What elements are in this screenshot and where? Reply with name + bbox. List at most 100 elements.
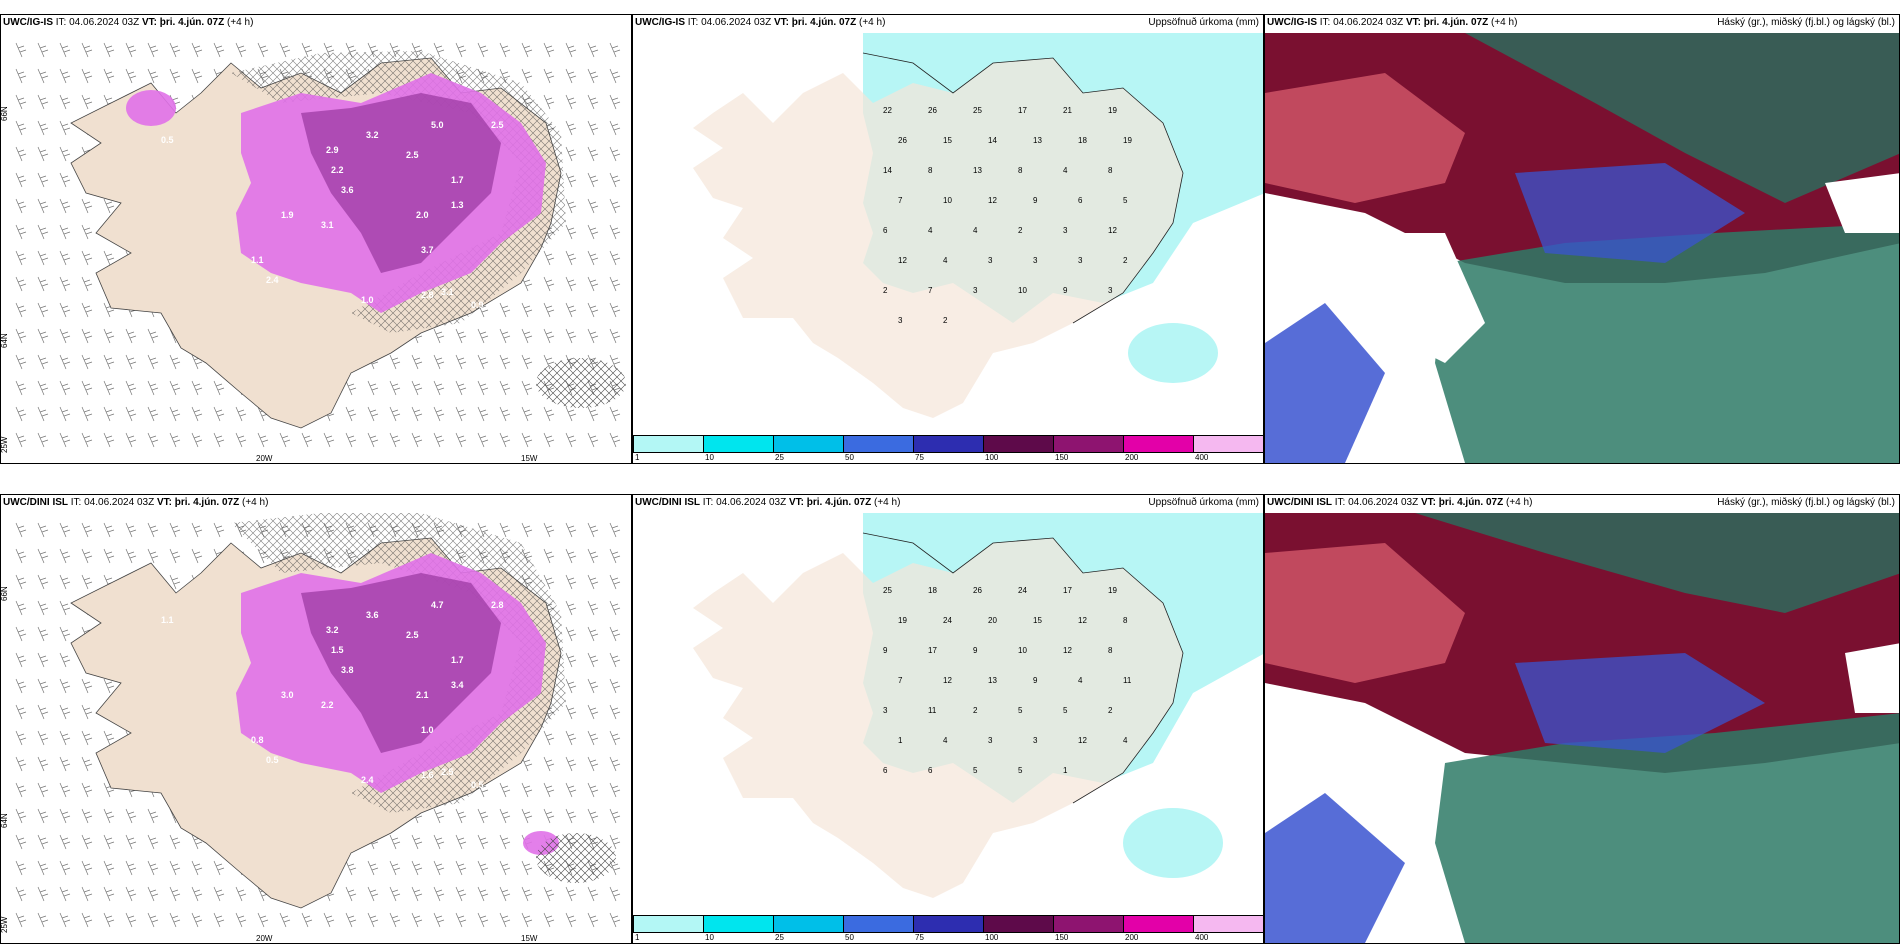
wind-barb [587, 120, 599, 136]
value-label: 2.5 [491, 120, 504, 130]
wind-barb [587, 328, 599, 344]
value-label: 2.5 [406, 630, 419, 640]
wind-barb [521, 406, 533, 422]
wind-barb [15, 302, 27, 318]
value-label: 10 [943, 196, 952, 205]
wind-barb [147, 522, 159, 538]
value-label: 18 [1078, 136, 1087, 145]
wind-barb [587, 886, 599, 902]
wind-barb [37, 302, 49, 318]
value-label: 4 [1078, 676, 1083, 685]
wind-barb [609, 522, 621, 538]
value-label: 6 [928, 766, 933, 775]
wind-barb [125, 406, 137, 422]
wind-barb [301, 432, 313, 448]
wind-barb [81, 198, 93, 214]
wind-barb [433, 406, 445, 422]
wind-barb [213, 406, 225, 422]
colorbar-tick: 1 [635, 933, 640, 942]
wind-barb [389, 834, 401, 850]
wind-barb [15, 224, 27, 240]
wind-barb [169, 574, 181, 590]
wind-barb [191, 886, 203, 902]
value-label: 1.5 [331, 645, 344, 655]
wind-barb [15, 808, 27, 824]
value-label: 19 [898, 616, 907, 625]
wind-barb [565, 782, 577, 798]
wind-barb [499, 834, 511, 850]
wind-barb [499, 328, 511, 344]
wind-barb [191, 522, 203, 538]
wind-barb [411, 432, 423, 448]
wind-barb [59, 626, 71, 642]
wind-barb [587, 704, 599, 720]
wind-barb [543, 406, 555, 422]
value-label: 4 [973, 226, 978, 235]
hatch-se [536, 833, 616, 883]
wind-barb [609, 548, 621, 564]
wind-barb [59, 808, 71, 824]
wind-barb [81, 704, 93, 720]
wind-barb [59, 380, 71, 396]
colorbar-tick: 10 [705, 453, 714, 462]
wind-barb [521, 860, 533, 876]
wind-barb [543, 886, 555, 902]
colorbar-tick: 50 [845, 933, 854, 942]
wind-barb [389, 380, 401, 396]
wind-barb [455, 808, 467, 824]
value-label: 0.5 [266, 755, 279, 765]
value-label: 10 [1018, 646, 1027, 655]
wind-barb [609, 224, 621, 240]
wind-barb [125, 808, 137, 824]
value-label: 5 [973, 766, 978, 775]
wind-barb [279, 912, 291, 928]
wind-barb [609, 704, 621, 720]
wind-barb [609, 120, 621, 136]
value-label: 3.1 [321, 220, 334, 230]
wind-barb [37, 626, 49, 642]
wind-barb [81, 548, 93, 564]
wind-barb [257, 432, 269, 448]
wind-barb [81, 302, 93, 318]
wind-barb [37, 912, 49, 928]
colorbar-tick: 400 [1195, 933, 1209, 942]
wind-barb [477, 432, 489, 448]
wind-barb [15, 756, 27, 772]
precip-value-labels: 4.7 2.8 3.2 3.6 2.5 1.5 3.8 1.7 2.1 3.4 1.0 3.0 2.2 0… [161, 600, 504, 790]
wind-barb [477, 834, 489, 850]
wind-barb [81, 406, 93, 422]
wind-barb [609, 198, 621, 214]
wind-barb [455, 380, 467, 396]
wind-barb [499, 406, 511, 422]
wind-barb [455, 886, 467, 902]
value-label: 2 [1108, 706, 1113, 715]
wind-barb [433, 834, 445, 850]
wind-barb [279, 42, 291, 58]
wind-barb [455, 912, 467, 928]
value-label: 1.6 [421, 770, 434, 780]
wind-barb [565, 652, 577, 668]
wind-barb [81, 354, 93, 370]
wind-barb [477, 860, 489, 876]
value-label: 8 [1018, 166, 1023, 175]
value-label: 8 [1108, 646, 1113, 655]
wind-barb [543, 276, 555, 292]
wind-barb [147, 860, 159, 876]
wind-barb [213, 380, 225, 396]
colorbar-tick: 100 [985, 453, 999, 462]
lat-label-66: 66N [1, 106, 9, 121]
wind-barb [433, 432, 445, 448]
wind-barb [103, 912, 115, 928]
wind-barb [543, 68, 555, 84]
wind-barb [411, 406, 423, 422]
wind-barb [147, 548, 159, 564]
wind-barb [37, 172, 49, 188]
wind-barb [389, 432, 401, 448]
wind-barb [81, 380, 93, 396]
wind-barb [499, 782, 511, 798]
value-label: 15 [1033, 616, 1042, 625]
wind-barb [521, 68, 533, 84]
wind-barb [565, 406, 577, 422]
wind-barb [59, 704, 71, 720]
wind-barb [565, 68, 577, 84]
